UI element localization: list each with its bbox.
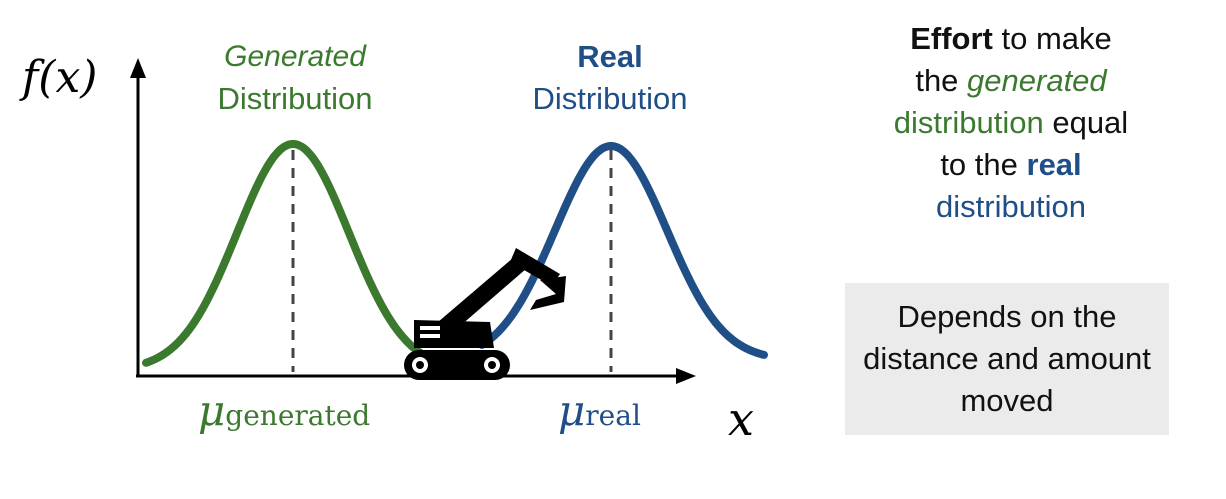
- effort-word: Effort: [910, 21, 993, 56]
- effort-distribution-blue: distribution: [936, 189, 1086, 224]
- real-distribution-title: Real Distribution: [505, 36, 715, 120]
- mu-generated-label: μgenerated: [198, 386, 370, 435]
- depends-text: Depends on the distance and amount moved: [863, 299, 1151, 418]
- x-axis-arrowhead: [676, 368, 696, 384]
- effort-description: Effort to make the generated distributio…: [852, 18, 1170, 228]
- mu-real-symbol: μ: [558, 386, 586, 435]
- y-axis-label: f(x): [22, 52, 98, 103]
- mu-real-subscript: real: [585, 399, 641, 432]
- mu-generated-symbol: μ: [198, 386, 226, 435]
- effort-distribution-green: distribution: [893, 105, 1044, 140]
- effort-to-make: to make: [992, 21, 1112, 56]
- real-title-bold: Real: [577, 39, 643, 74]
- effort-the: the: [915, 63, 968, 98]
- x-axis-label: x: [728, 392, 754, 446]
- generated-title-italic: Generated: [224, 40, 366, 73]
- real-title-line2: Distribution: [532, 81, 688, 116]
- depends-box: Depends on the distance and amount moved: [845, 283, 1169, 435]
- effort-generated-word: generated: [967, 63, 1107, 98]
- effort-to-the: to the: [940, 147, 1027, 182]
- excavator-icon: [404, 248, 566, 380]
- generated-distribution-title: Generated Distribution: [190, 36, 400, 120]
- mu-generated-subscript: generated: [225, 399, 371, 432]
- y-axis-arrowhead: [130, 58, 146, 78]
- generated-distribution-curve: [142, 140, 436, 367]
- generated-title-line2: Distribution: [217, 81, 373, 116]
- effort-real-word: real: [1026, 147, 1082, 182]
- mu-real-label: μreal: [558, 386, 641, 435]
- real-distribution-curve: [478, 142, 768, 359]
- effort-equal: equal: [1043, 105, 1129, 140]
